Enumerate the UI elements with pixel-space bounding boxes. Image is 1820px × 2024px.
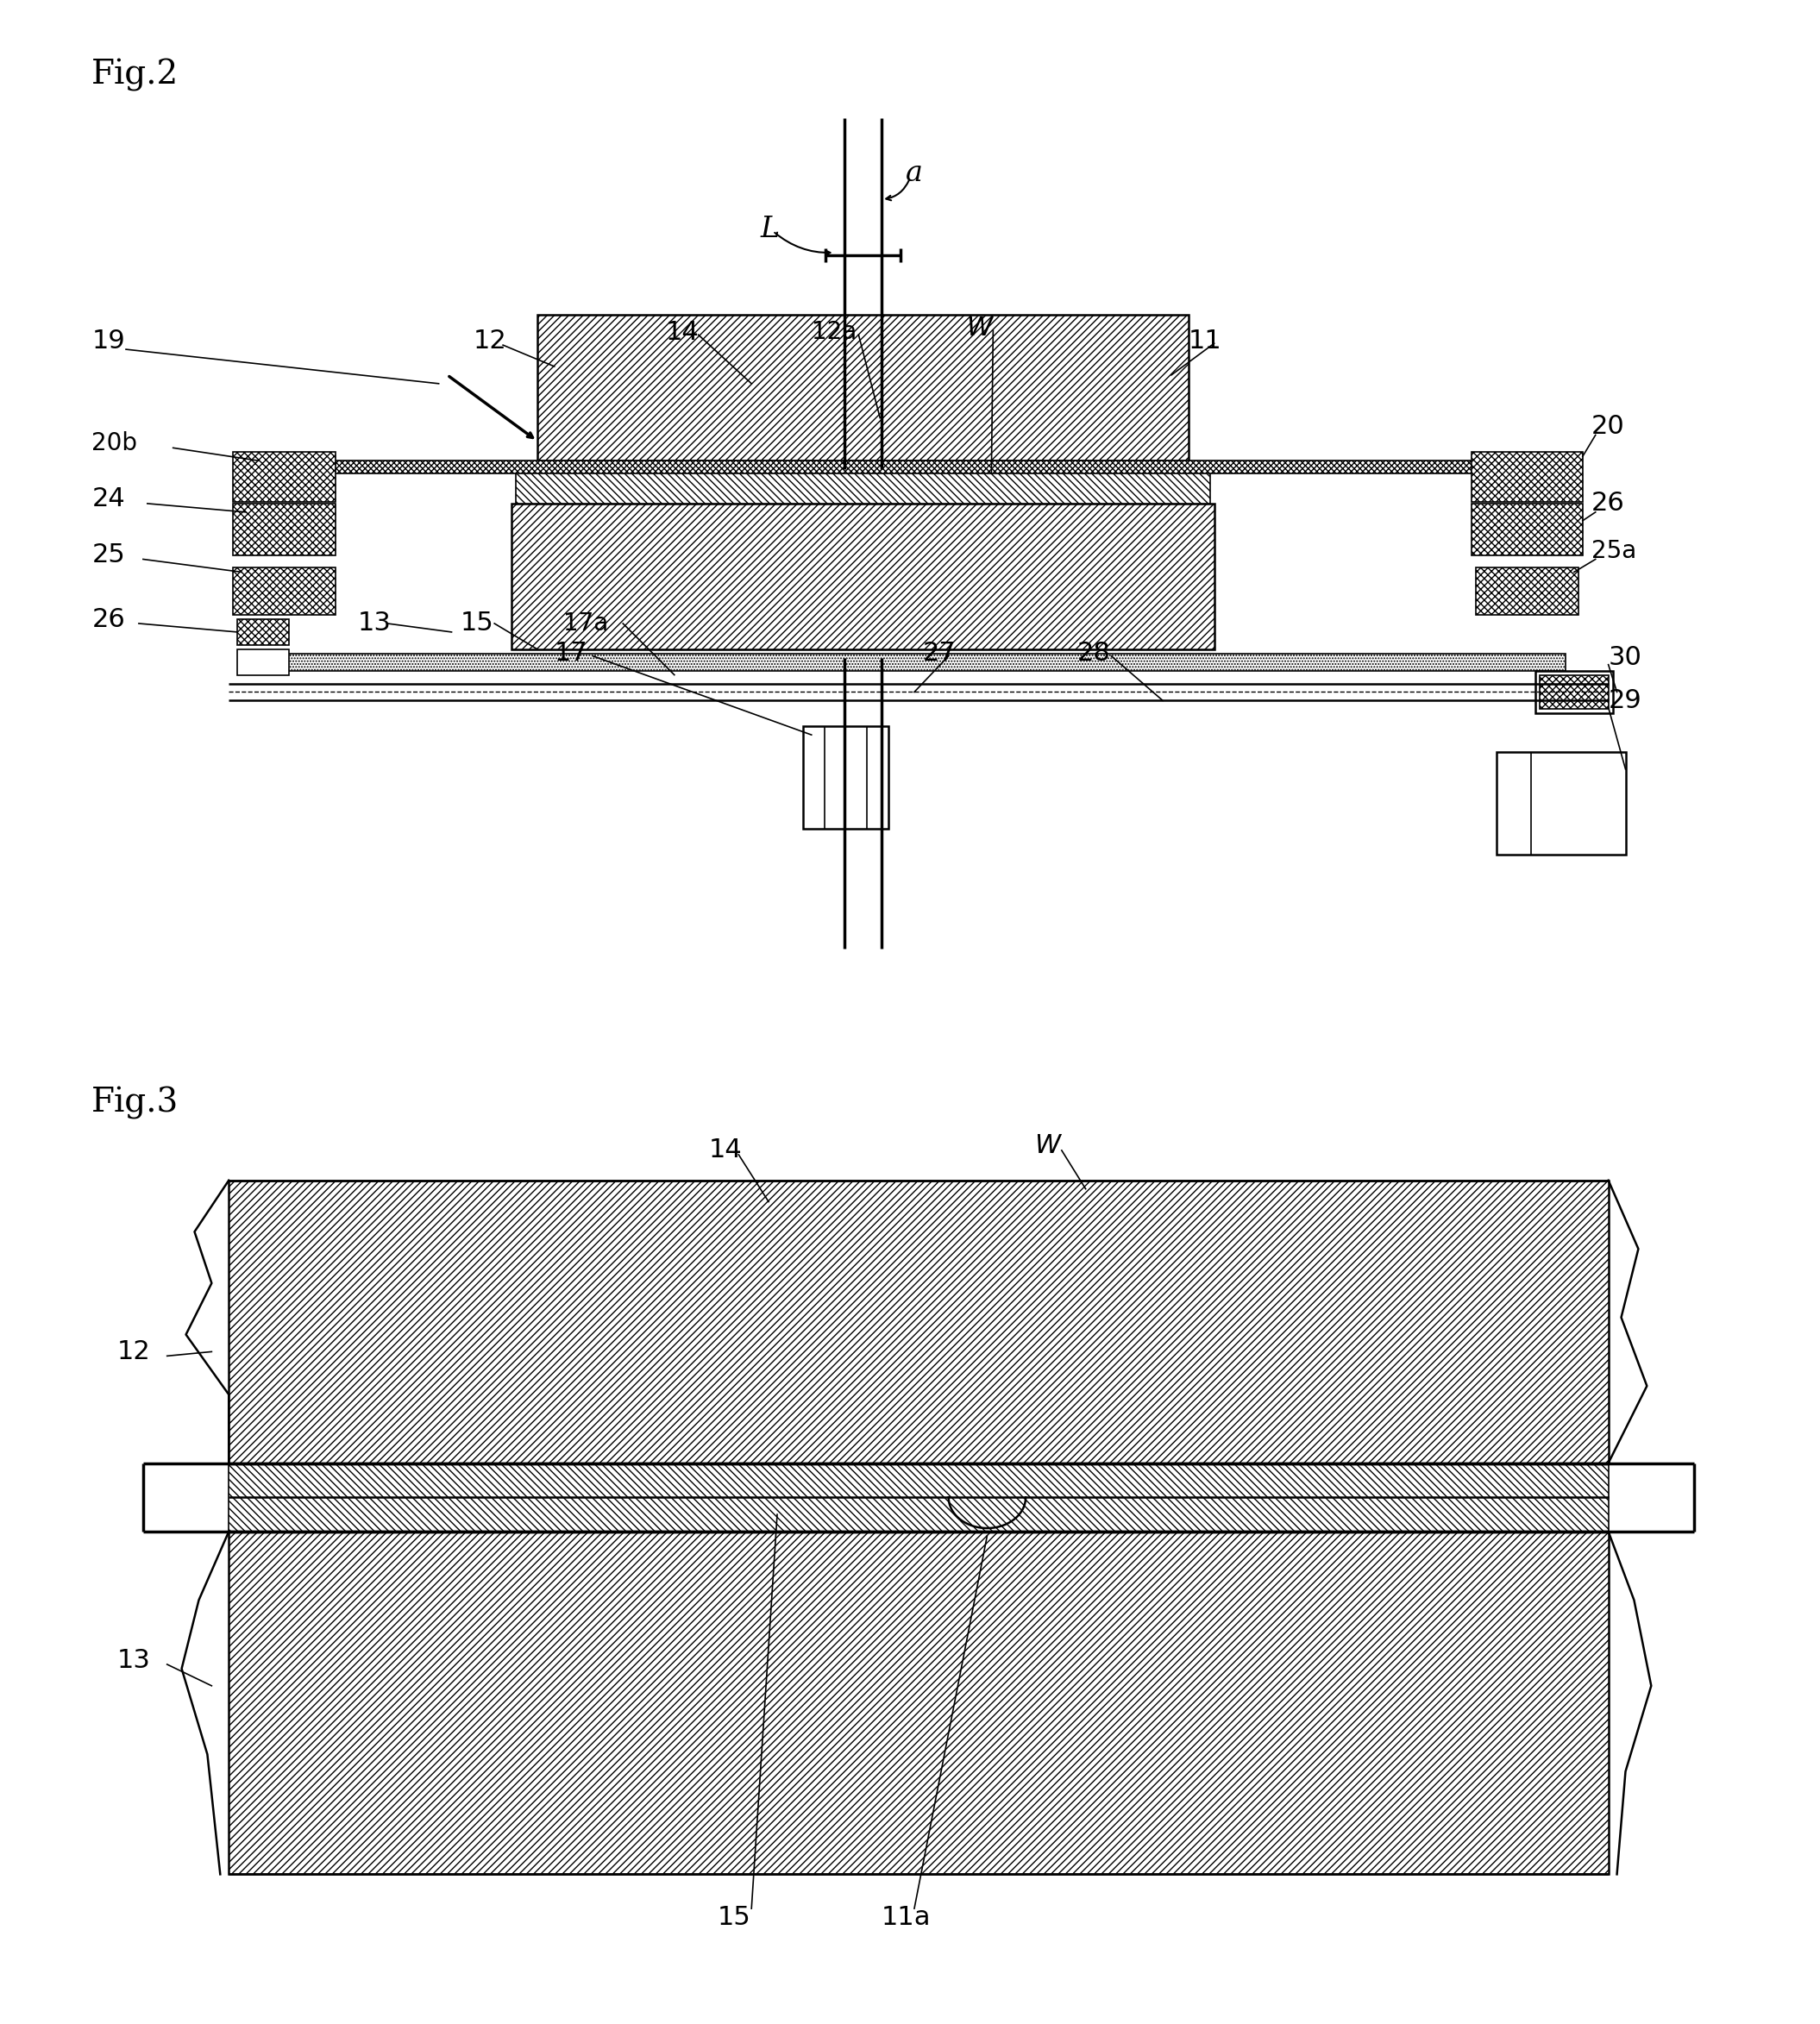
Text: 14: 14: [708, 1137, 743, 1164]
Text: 26: 26: [1591, 492, 1625, 516]
Bar: [233, 569, 337, 615]
Text: W: W: [966, 316, 992, 340]
Text: 20b: 20b: [91, 431, 136, 455]
Bar: [1498, 753, 1625, 854]
Text: 25: 25: [91, 542, 126, 567]
Text: a: a: [906, 160, 923, 188]
Text: 25a: 25a: [1591, 538, 1636, 563]
Text: 11: 11: [1188, 328, 1221, 354]
Text: 27: 27: [923, 642, 956, 666]
Text: 26: 26: [91, 607, 126, 631]
Text: 17: 17: [555, 642, 588, 666]
Bar: [1471, 451, 1583, 502]
Text: 28: 28: [1077, 642, 1110, 666]
Bar: [229, 1180, 1609, 1463]
Bar: [246, 654, 1565, 670]
Text: 19: 19: [91, 328, 126, 354]
Text: 12: 12: [473, 328, 506, 354]
Bar: [1476, 569, 1578, 615]
Bar: [233, 451, 337, 502]
Text: 14: 14: [666, 320, 699, 344]
Text: Fig.3: Fig.3: [91, 1087, 178, 1119]
Text: L: L: [761, 217, 779, 243]
Text: W: W: [1034, 1133, 1061, 1158]
Text: 30: 30: [1609, 646, 1642, 670]
Text: Fig.2: Fig.2: [91, 59, 178, 91]
Bar: [246, 461, 1565, 474]
Text: 13: 13: [357, 611, 391, 636]
Text: 15: 15: [717, 1905, 752, 1929]
Bar: [1471, 504, 1583, 555]
Bar: [537, 316, 1188, 461]
Bar: [1536, 670, 1613, 712]
Text: 13: 13: [116, 1648, 151, 1672]
Bar: [233, 504, 337, 555]
Text: 20: 20: [1591, 415, 1625, 439]
Bar: [1540, 674, 1609, 708]
Text: 17a: 17a: [562, 611, 608, 636]
Bar: [515, 472, 1210, 504]
Text: 11a: 11a: [881, 1905, 930, 1929]
Bar: [229, 1463, 1609, 1532]
Bar: [237, 619, 289, 646]
Bar: [803, 727, 888, 830]
Text: 24: 24: [91, 486, 126, 512]
Text: 12a: 12a: [812, 320, 857, 344]
Text: 12: 12: [116, 1340, 151, 1364]
Text: 15: 15: [460, 611, 493, 636]
Bar: [229, 1532, 1609, 1874]
Text: 29: 29: [1609, 688, 1642, 712]
Bar: [237, 650, 289, 674]
Bar: [511, 504, 1214, 650]
